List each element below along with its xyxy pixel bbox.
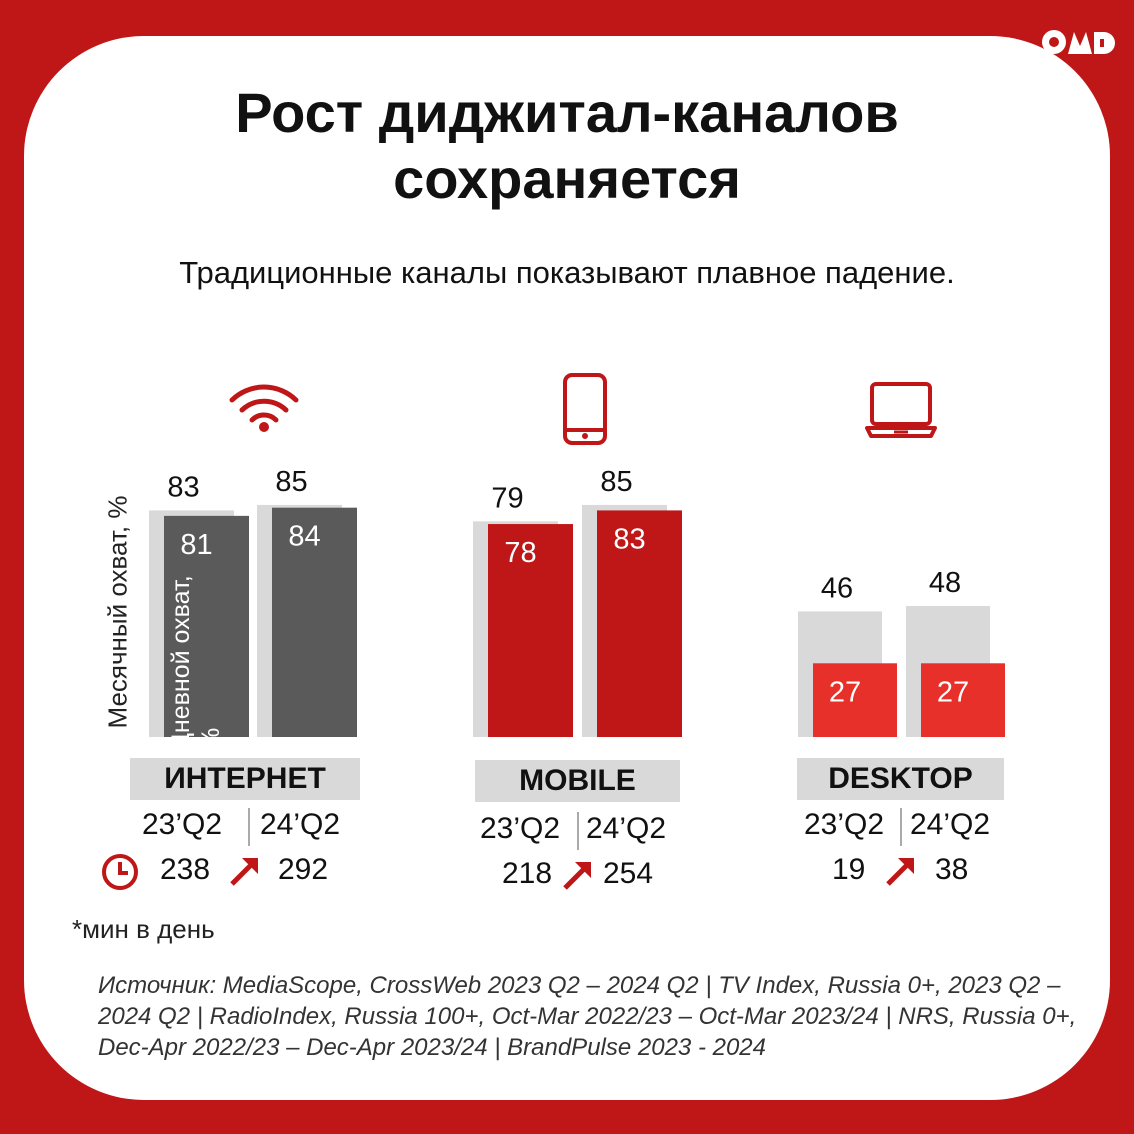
smartphone-icon	[563, 373, 607, 445]
category-internet: ИНТЕРНЕТ	[130, 758, 360, 800]
daily-reach-bar	[813, 663, 897, 737]
monthly-value-label: 83	[167, 471, 199, 503]
period-label: 24’Q2	[260, 808, 341, 841]
time-value: 19	[832, 853, 866, 886]
wifi-icon	[229, 384, 299, 432]
daily-reach-bar	[272, 507, 357, 737]
title-line-2: сохраняется	[393, 147, 741, 210]
daily-value-label: 81	[180, 529, 212, 561]
footnote: *мин в день	[72, 914, 215, 944]
page-title: Рост диджитал-каналов сохраняется	[0, 80, 1134, 212]
omd-logo	[1042, 30, 1115, 54]
time-value: 38	[935, 853, 969, 886]
daily-reach-bar	[164, 515, 249, 737]
time-value: 292	[278, 853, 329, 886]
daily-reach-bar	[488, 524, 573, 737]
monthly-value-label: 85	[275, 466, 307, 498]
monthly-value-label: 46	[821, 572, 853, 604]
period-label: 23’Q2	[142, 808, 223, 841]
daily-value-label: 84	[288, 521, 320, 553]
arrow-up-right-icon	[230, 858, 258, 886]
category-mobile: MOBILE	[475, 760, 680, 802]
period-label: 24’Q2	[910, 808, 991, 841]
clock-icon	[102, 854, 138, 890]
daily-value-label: 83	[613, 523, 645, 555]
inner-bar-label: Дневной охват, %	[167, 575, 225, 750]
subtitle: Традиционные каналы показывают плавное п…	[179, 255, 955, 290]
divider	[577, 812, 579, 850]
title-line-1: Рост диджитал-каналов	[235, 81, 899, 144]
category-desktop: DESKTOP	[797, 758, 1004, 800]
laptop-icon	[865, 382, 937, 438]
time-value: 238	[160, 853, 211, 886]
time-value: 254	[603, 857, 654, 890]
monthly-value-label: 79	[491, 482, 523, 514]
y-axis-label: Месячный охват, %	[102, 495, 133, 729]
monthly-value-label: 48	[929, 567, 961, 599]
monthly-value-label: 85	[600, 466, 632, 498]
daily-value-label: 27	[937, 676, 969, 708]
daily-value-label: 27	[829, 676, 861, 708]
time-value: 218	[502, 857, 553, 890]
period-label: 23’Q2	[804, 808, 885, 841]
arrow-up-right-icon	[563, 862, 591, 890]
divider	[900, 808, 902, 846]
period-label: 23’Q2	[480, 812, 561, 845]
daily-reach-bar	[921, 663, 1005, 737]
divider	[248, 808, 250, 846]
period-label: 24’Q2	[586, 812, 667, 845]
source-note: Источник: MediaScope, CrossWeb 2023 Q2 –…	[98, 972, 1077, 1061]
daily-reach-bar	[597, 510, 682, 737]
arrow-up-right-icon	[886, 858, 914, 886]
daily-value-label: 78	[504, 537, 536, 569]
